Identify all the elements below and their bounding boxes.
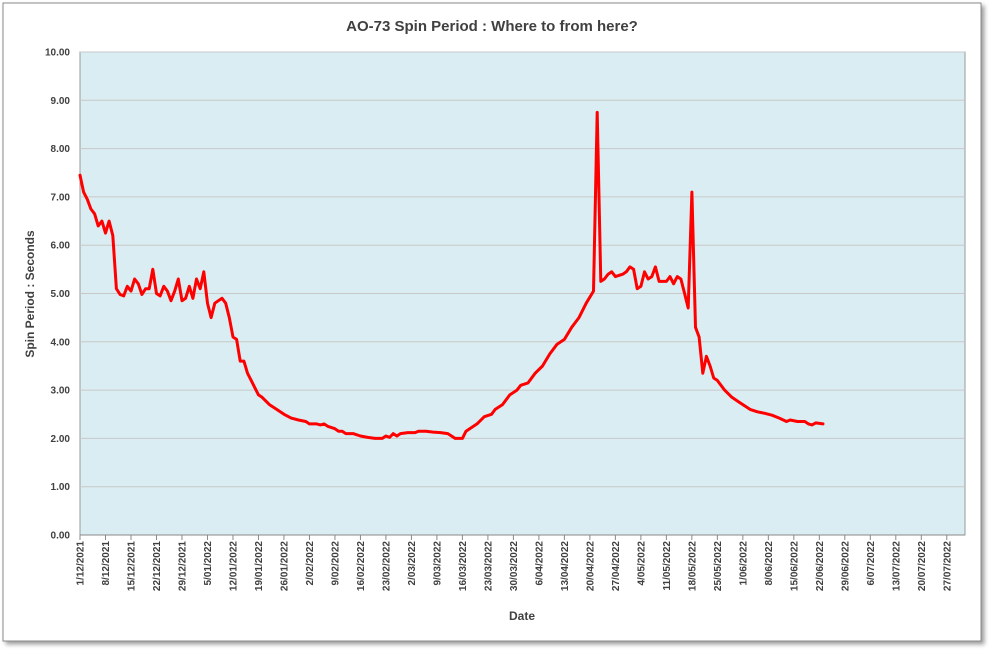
x-tick-label: 16/02/2022 <box>356 541 367 591</box>
y-tick-label: 5.00 <box>51 289 71 300</box>
x-tick-label: 6/07/2022 <box>866 541 877 586</box>
x-tick-label: 18/05/2022 <box>687 541 698 591</box>
x-tick-label: 11/05/2022 <box>662 541 673 591</box>
x-tick-label: 27/07/2022 <box>942 541 953 591</box>
x-tick-label: 13/04/2022 <box>560 541 571 591</box>
x-tick-label: 16/03/2022 <box>458 541 469 591</box>
x-tick-label: 13/07/2022 <box>891 541 902 591</box>
data-line <box>78 110 825 440</box>
x-tick-label: 29/06/2022 <box>840 541 851 591</box>
x-tick-label: 1/06/2022 <box>738 541 749 586</box>
x-tick-label: 12/01/2022 <box>228 541 239 591</box>
x-tick-label: 8/06/2022 <box>764 541 775 586</box>
x-tick-label: 1/12/2021 <box>76 541 87 586</box>
x-tick-label: 15/12/2021 <box>126 541 137 591</box>
y-tick-label: 0.00 <box>51 531 71 542</box>
x-axis-label: Date <box>509 609 535 623</box>
x-tick-label: 22/12/2021 <box>152 541 163 591</box>
x-tick-label: 2/02/2022 <box>305 541 316 586</box>
x-tick-label: 26/01/2022 <box>279 541 290 591</box>
x-tick-label: 15/06/2022 <box>789 541 800 591</box>
x-tick-label: 25/05/2022 <box>713 541 724 591</box>
x-tick-label: 5/01/2022 <box>203 541 214 586</box>
x-tick-label: 20/04/2022 <box>585 541 596 591</box>
x-tick-label: 19/01/2022 <box>254 541 265 591</box>
y-tick-label: 8.00 <box>51 144 71 155</box>
x-tick-label: 22/06/2022 <box>815 541 826 591</box>
x-tick-label: 20/07/2022 <box>917 541 928 591</box>
y-tick-label: 10.00 <box>45 48 70 59</box>
x-tick-label: 9/03/2022 <box>432 541 443 586</box>
x-tick-label: 4/05/2022 <box>636 541 647 586</box>
x-tick-label: 29/12/2021 <box>177 541 188 591</box>
y-tick-label: 1.00 <box>51 482 71 493</box>
x-tick-label: 9/02/2022 <box>330 541 341 586</box>
y-tick-label: 6.00 <box>51 241 71 252</box>
x-tick-label: 6/04/2022 <box>534 541 545 586</box>
y-tick-label: 2.00 <box>51 434 71 445</box>
x-tick-label: 8/12/2021 <box>101 541 112 586</box>
x-tick-label: 23/02/2022 <box>381 541 392 591</box>
y-tick-label: 7.00 <box>51 192 71 203</box>
x-tick-label: 27/04/2022 <box>611 541 622 591</box>
y-tick-label: 4.00 <box>51 337 71 348</box>
chart-title: AO-73 Spin Period : Where to from here? <box>346 18 638 35</box>
y-axis-label: Spin Period : Seconds <box>23 230 37 358</box>
x-tick-label: 2/03/2022 <box>407 541 418 586</box>
x-tick-label: 30/03/2022 <box>509 541 520 591</box>
y-tick-label: 3.00 <box>51 386 71 397</box>
y-tick-label: 9.00 <box>51 96 71 107</box>
x-tick-label: 23/03/2022 <box>483 541 494 591</box>
